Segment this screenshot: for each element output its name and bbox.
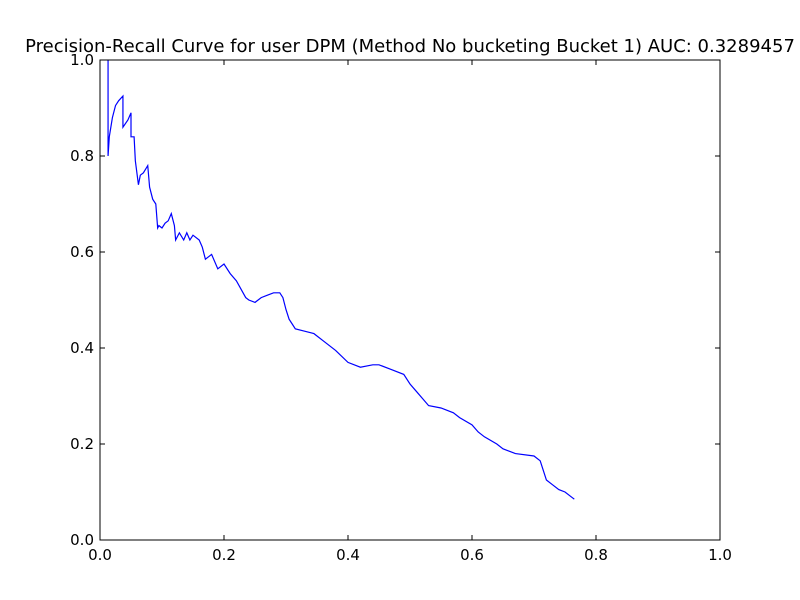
x-tick-label: 1.0 (708, 546, 732, 564)
x-tick-label: 0.2 (212, 546, 236, 564)
y-tick-label: 0.0 (70, 531, 94, 549)
axes-ticks: 0.0 0.2 0.4 0.6 0.8 1.0 0.0 0.2 0.4 0.6 0.8 1.0 (70, 51, 732, 564)
y-tick-label: 0.4 (70, 339, 94, 357)
x-tick-label: 0.0 (88, 546, 112, 564)
y-tick-label: 0.6 (70, 243, 94, 261)
y-tick-label: 0.2 (70, 435, 94, 453)
x-tick-label: 0.8 (584, 546, 608, 564)
y-tick-label: 1.0 (70, 51, 94, 69)
pr-curve-line-0 (107, 60, 575, 500)
x-tick-label: 0.4 (336, 546, 360, 564)
chart-title: Precision-Recall Curve for user DPM (Met… (25, 36, 795, 57)
x-tick-label: 0.6 (460, 546, 484, 564)
plot-frame (99, 59, 721, 541)
plot-area (107, 60, 575, 500)
y-tick-label: 0.8 (70, 147, 94, 165)
